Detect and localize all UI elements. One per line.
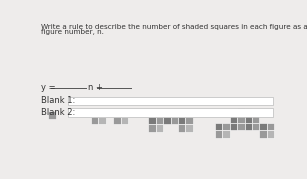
Text: Blank 2:: Blank 2: [41,108,75,117]
Bar [121,109,128,117]
Bar [215,130,223,138]
Bar [237,108,244,116]
Bar [237,123,244,130]
Bar [252,123,259,130]
Bar [99,109,106,117]
Bar [237,116,244,123]
Bar [244,123,252,130]
Bar [215,123,223,130]
Bar [178,124,185,132]
Bar [223,130,230,138]
Bar [91,117,99,124]
Bar [113,109,121,117]
Bar [113,117,121,124]
Bar [252,116,259,123]
Bar [148,124,156,132]
Bar [163,110,170,117]
Bar [266,123,274,130]
Bar [259,123,266,130]
Text: n +: n + [88,83,103,92]
Bar [223,123,230,130]
Bar [230,116,237,123]
Bar [266,130,274,138]
Text: figure number, n.: figure number, n. [41,29,103,35]
Bar [244,108,252,116]
Bar [148,117,156,124]
Bar [185,117,192,124]
Bar [244,116,252,123]
Bar [68,108,273,117]
Bar [91,109,99,117]
Bar [185,124,192,132]
Bar [156,117,163,124]
Bar [230,123,237,130]
Bar [49,111,56,118]
Bar [259,130,266,138]
Text: Blank 1:: Blank 1: [41,96,75,105]
Bar [121,117,128,124]
Text: y =: y = [41,83,55,92]
Bar [170,110,178,117]
Bar [99,117,106,124]
Text: Write a rule to describe the number of shaded squares in each figure as a functi: Write a rule to describe the number of s… [41,24,307,30]
Bar [156,124,163,132]
Bar [170,117,178,124]
Bar [163,117,170,124]
Bar [178,117,185,124]
Bar [68,97,273,105]
